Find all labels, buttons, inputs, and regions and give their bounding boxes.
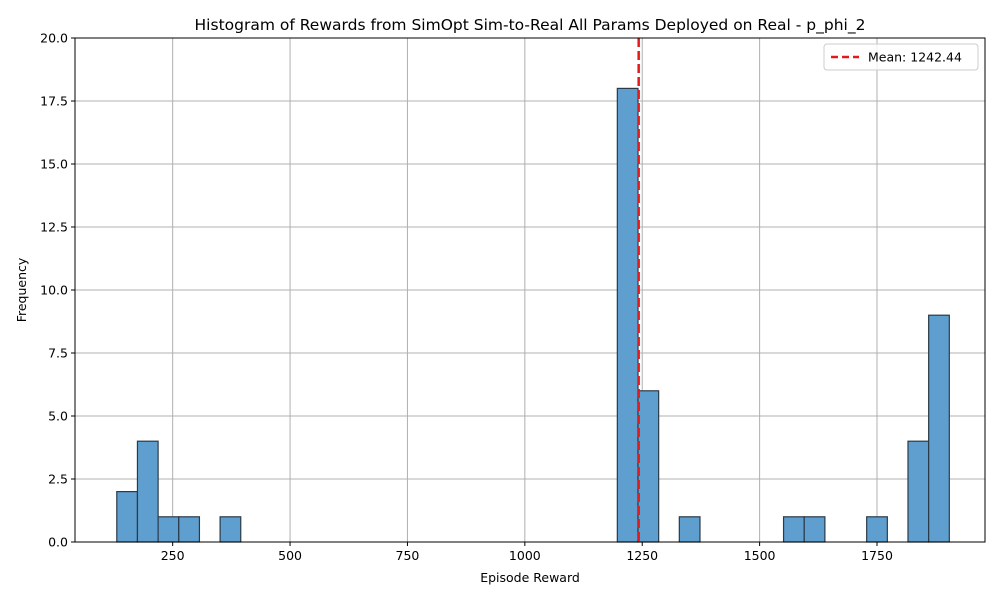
legend: Mean: 1242.44 bbox=[823, 43, 979, 71]
y-tick-label: 17.5 bbox=[40, 94, 68, 109]
histogram-bar bbox=[907, 440, 930, 543]
histogram-bar bbox=[866, 516, 888, 543]
y-tick-label: 0.0 bbox=[48, 535, 68, 550]
y-tick-label: 15.0 bbox=[40, 157, 68, 172]
y-tick-label: 2.5 bbox=[48, 472, 68, 487]
y-tick-label: 12.5 bbox=[40, 220, 68, 235]
histogram-bar bbox=[803, 516, 826, 543]
y-axis-title: Frequency bbox=[14, 257, 29, 322]
y-tick-label: 5.0 bbox=[48, 409, 68, 424]
y-tick-label: 7.5 bbox=[48, 346, 68, 361]
x-tick-label: 500 bbox=[278, 548, 302, 563]
histogram-bar bbox=[157, 516, 180, 543]
x-tick-label: 1000 bbox=[509, 548, 541, 563]
x-tick-label: 750 bbox=[396, 548, 420, 563]
histogram-bar bbox=[219, 516, 242, 543]
histogram-bar bbox=[782, 516, 805, 543]
x-tick-label: 1250 bbox=[626, 548, 658, 563]
histogram-bars bbox=[116, 87, 950, 543]
y-tick-label: 20.0 bbox=[40, 31, 68, 46]
x-axis-title: Episode Reward bbox=[480, 570, 580, 585]
y-tick-label: 10.0 bbox=[40, 283, 68, 298]
legend-mean-label: Mean: 1242.44 bbox=[868, 50, 962, 65]
chart-title: Histogram of Rewards from SimOpt Sim-to-… bbox=[195, 16, 866, 35]
histogram-bar bbox=[116, 491, 139, 543]
histogram-bar bbox=[136, 440, 159, 543]
histogram-bar bbox=[616, 87, 639, 543]
x-axis-ticks: 250 500 750 1000 1250 1500 1750 bbox=[161, 542, 893, 563]
histogram-bar bbox=[678, 516, 701, 543]
histogram-bar bbox=[178, 516, 201, 543]
histogram-bar bbox=[637, 390, 660, 543]
x-tick-label: 1750 bbox=[861, 548, 893, 563]
y-axis-ticks: 0.0 2.5 5.0 7.5 10.0 12.5 15.0 17.5 20.0 bbox=[40, 31, 75, 550]
legend-box bbox=[823, 43, 979, 71]
x-tick-label: 1500 bbox=[744, 548, 776, 563]
histogram-bar bbox=[928, 314, 950, 543]
x-tick-label: 250 bbox=[161, 548, 185, 563]
